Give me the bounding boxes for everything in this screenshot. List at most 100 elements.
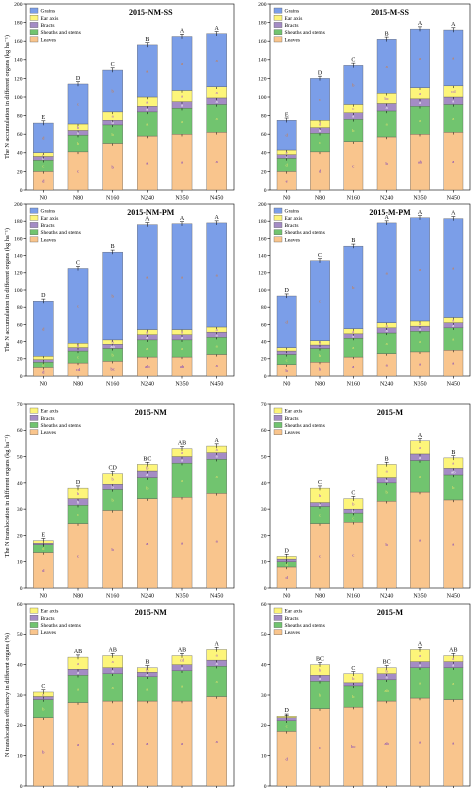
segment-letter-ear-axis: c [352, 106, 354, 111]
segment-letter-leaves: a [452, 740, 454, 745]
panel-title: 2015-M [377, 608, 404, 617]
legend-swatch-sheaths-and-stems [273, 422, 283, 428]
y-tick-label: 60 [261, 428, 267, 434]
legend-swatch-ear-axis [273, 607, 283, 614]
legend-swatch-grains [273, 207, 283, 214]
segment-letter-sheaths-and-stems: d [42, 546, 45, 551]
segment-letter-ear-axis: a [181, 450, 183, 455]
segment-letter-ear-axis: a [181, 330, 183, 335]
y-tick-label: 200 [14, 2, 23, 8]
y-tick-label: 80 [261, 114, 267, 120]
segment-letter-leaves: a [386, 362, 388, 367]
x-tick-label-n450: N450 [210, 594, 223, 600]
panel-title: 2015-NM [135, 608, 167, 617]
legend-label-bracts: Bracts [41, 223, 55, 229]
segment-letter-bracts: a [77, 670, 79, 675]
segment-letter-leaves: ab [180, 364, 185, 369]
x-tick-label-n240: N240 [141, 196, 154, 202]
segment-letter-bracts: a [386, 328, 388, 333]
segment-letter-bracts: c [42, 156, 44, 161]
legend-label-grains: Grains [285, 209, 300, 215]
segment-letter-sheaths-and-stems: c [352, 515, 354, 520]
segment-letter-sheaths-and-stems: c [286, 357, 288, 362]
segment-letter-grains: d [286, 319, 289, 324]
legend-swatch-bracts [29, 22, 39, 28]
y-tick-label: 50 [261, 454, 267, 460]
legend-label-grains: Grains [285, 9, 300, 15]
x-tick-label-n80: N80 [315, 594, 325, 600]
legend-swatch-sheaths-and-stems [29, 229, 39, 235]
segment-letter-sheaths-and-stems: a [181, 684, 183, 689]
segment-letter-bracts: b [77, 130, 80, 135]
segment-letter-sheaths-and-stems: b [77, 141, 80, 146]
top-significance-letter: E [41, 533, 45, 539]
panel-title: 2015-NM-SS [129, 8, 173, 17]
segment-letter-sheaths-and-stems: a [419, 339, 421, 344]
top-significance-letter: B [145, 660, 149, 666]
segment-letter-ear-axis: b [77, 125, 80, 130]
legend-label-ear-axis: Ear axis [41, 609, 59, 615]
segment-letter-grains: a [452, 56, 454, 61]
legend-label-leaves: Leaves [41, 630, 57, 636]
segment-letter-ear-axis: a [181, 94, 183, 99]
segment-letter-leaves: ab [145, 364, 150, 369]
segment-letter-bracts: c [286, 154, 288, 159]
top-significance-letter: D [41, 293, 46, 299]
legend-label-bracts: Bracts [285, 223, 299, 229]
y-tick-label: 40 [261, 481, 267, 487]
legend-swatch-leaves [29, 629, 39, 635]
x-tick-label-n160: N160 [347, 594, 360, 600]
x-tick-label-n0: N0 [40, 196, 47, 202]
y-axis-label: N translocation efficiency in different … [4, 633, 11, 757]
segment-letter-leaves: c [77, 169, 79, 174]
y-tick-label: 60 [261, 602, 267, 608]
legend-swatch-leaves [29, 36, 39, 43]
chart-panel-2015-m-pm-3: 0 20 40 60 80 100 120 140 160 180 200 N0 b c d D N80 b b b c… [258, 202, 471, 388]
segment-letter-ear-axis: a [452, 318, 454, 323]
y-tick-label: 30 [17, 507, 23, 513]
y-tick-label: 30 [17, 693, 23, 699]
legend-label-sheaths-and-stems: Sheaths and stems [285, 230, 325, 236]
legend-swatch-grains [273, 7, 283, 14]
segment-letter-sheaths-and-stems: a [419, 680, 421, 685]
segment-letter-sheaths-and-stems: b [319, 693, 322, 698]
segment-letter-ear-axis: a [77, 661, 79, 666]
legend-label-leaves: Leaves [285, 237, 301, 243]
y-tick-label: 0 [264, 374, 267, 380]
segment-letter-ear-axis: a [452, 461, 454, 466]
y-tick-label: 160 [14, 39, 23, 45]
top-significance-letter: BC [143, 456, 151, 462]
segment-letter-bracts: a [352, 334, 354, 339]
legend-label-sheaths-and-stems: Sheaths and stems [41, 30, 81, 36]
y-tick-label: 120 [14, 271, 23, 277]
segment-letter-bracts: a [419, 662, 421, 667]
segment-letter-leaves: d [42, 178, 45, 183]
segment-letter-bracts: a [452, 98, 454, 103]
segment-letter-leaves: a [352, 364, 354, 369]
segment-letter-grains: a [146, 69, 148, 74]
top-significance-letter: B [451, 450, 455, 456]
segment-letter-bracts: a [452, 323, 454, 328]
segment-letter-grains: c [319, 298, 321, 303]
segment-letter-grains: a [216, 58, 218, 63]
x-tick-label-n160: N160 [106, 196, 119, 202]
segment-letter-bracts: b [319, 502, 322, 507]
segment-letter-leaves: d [286, 575, 289, 580]
segment-letter-bracts: b [112, 484, 115, 489]
segment-letter-bracts: a [419, 326, 421, 331]
legend-label-ear-axis: Ear axis [285, 609, 303, 615]
y-tick-label: 0 [264, 188, 267, 194]
y-tick-label: 40 [17, 340, 23, 346]
legend-swatch-sheaths-and-stems [29, 622, 39, 628]
legend-swatch-ear-axis [273, 215, 283, 221]
segment-letter-bracts: a [319, 676, 321, 681]
segment-letter-grains: b [112, 294, 115, 299]
x-tick-label-n0: N0 [283, 196, 290, 202]
segment-letter-leaves: a [181, 540, 183, 545]
segment-letter-sheaths-and-stems: a [112, 685, 114, 690]
segment-letter-ear-axis: cd [451, 89, 456, 94]
segment-letter-sheaths-and-stems: a [386, 122, 388, 127]
y-tick-label: 20 [17, 357, 23, 363]
x-tick-label-n0: N0 [40, 382, 47, 388]
legend-swatch-sheaths-and-stems [273, 622, 283, 628]
